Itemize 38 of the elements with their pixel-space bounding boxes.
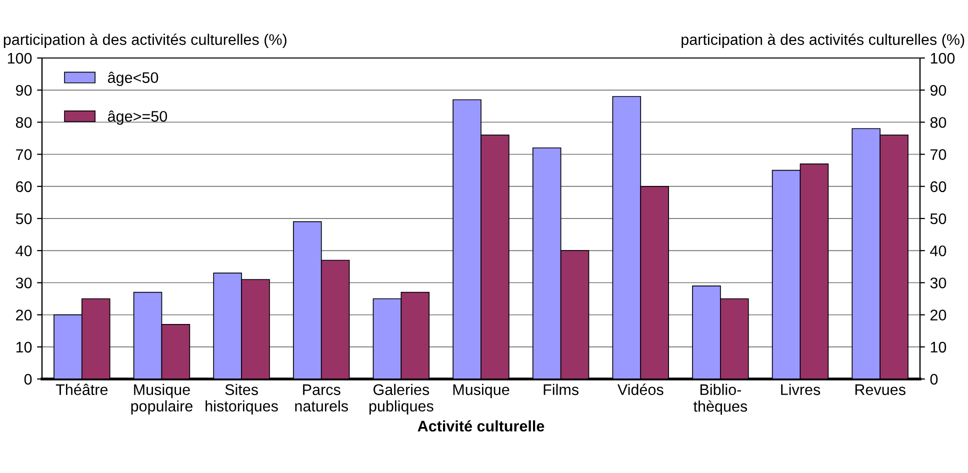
y-tick-label: 40 [16,245,32,256]
y-tick-label: 10 [16,342,32,353]
y-tick-label: 100 [8,52,32,64]
x-tick-label: Sites historiques [206,384,278,415]
x-tick-label: Revues [855,384,906,396]
legend-label: âge>=50 [108,110,168,125]
y-tick-label: 30 [16,278,32,288]
y2-tick-label: 0 [930,374,938,385]
y-tick-label: 20 [16,310,32,320]
y2-tick-label: 20 [930,310,946,320]
y-tick-label: 50 [16,213,32,224]
y-tick-label: 0 [24,374,32,385]
y2-tick-label: 100 [930,52,955,64]
x-axis-title: Activité culturelle [418,420,544,432]
y2-tick-label: 40 [930,245,946,256]
y-tick-label: 80 [16,117,32,128]
x-tick-label: Musique [453,384,510,398]
y2-tick-label: 60 [930,181,946,192]
y2-tick-label: 80 [930,117,946,128]
y-tick-label: 70 [16,149,32,160]
x-tick-label: Films [544,384,579,396]
y-tick-label: 60 [16,181,32,192]
y2-axis-title: participation à des activités culturelles (%) [682,34,964,48]
legend-label: âge<50 [108,72,158,86]
x-tick-label: Parcs naturels [295,384,348,412]
x-tick-label: Galeries publiques [369,384,434,415]
y2-tick-label: 10 [930,342,946,353]
y2-tick-label: 70 [930,149,946,160]
x-tick-label: Théâtre [56,384,108,396]
y2-tick-label: 30 [930,278,946,288]
y2-tick-label: 90 [930,84,946,96]
x-tick-label: Biblio- thèques [694,384,748,415]
y2-tick-label: 50 [930,213,946,224]
y-axis-title: participation à des activités culturelles (%) [4,34,286,48]
x-tick-label: Musique populaire [131,384,192,415]
x-tick-label: Livres [781,384,820,396]
x-tick-label: Vidéos [617,384,664,396]
y-tick-label: 90 [16,84,32,96]
